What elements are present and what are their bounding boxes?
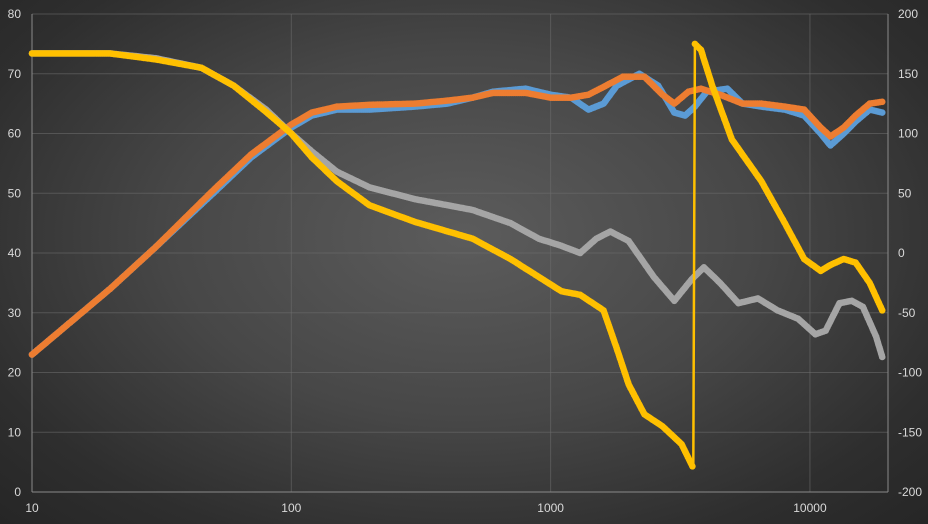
x-tick-label: 10000	[793, 501, 827, 515]
series-1	[28, 70, 886, 358]
y-tick-label: 10	[8, 425, 22, 439]
y-tick-label: 0	[14, 485, 21, 499]
y-tick-label: 30	[8, 306, 22, 320]
series-4	[28, 40, 886, 470]
y-tick-label: 20	[8, 366, 22, 380]
tick-labels: 0 10 20 30 40 50 60 70 80 -200 -150 -100 -50 0 50 100 15…	[8, 7, 923, 515]
y-tick-label: 70	[8, 67, 22, 81]
series-group	[28, 40, 886, 470]
y2-tick-label: -200	[898, 485, 922, 499]
y2-tick-label: -100	[898, 366, 922, 380]
y-tick-label: 40	[8, 246, 22, 260]
data-point	[878, 307, 886, 314]
gridlines	[31, 13, 889, 493]
y2-tick-label: 100	[898, 127, 918, 141]
series-2	[28, 73, 886, 358]
y2-tick-label: 50	[898, 186, 912, 200]
y2-tick-label: 200	[898, 7, 918, 21]
y2-tick-label: -150	[898, 425, 922, 439]
y2-tick-label: -50	[898, 306, 916, 320]
x-tick-label: 100	[281, 501, 301, 515]
y-tick-label: 60	[8, 127, 22, 141]
x-tick-label: 10	[25, 501, 39, 515]
data-point	[878, 109, 886, 116]
y2-tick-label: 0	[898, 246, 905, 260]
data-point	[689, 463, 696, 470]
y-tick-label: 80	[8, 7, 22, 21]
data-point	[878, 353, 886, 361]
y2-tick-label: 150	[898, 67, 918, 81]
y-tick-label: 50	[8, 186, 22, 200]
data-point	[878, 98, 886, 106]
x-tick-label: 1000	[537, 501, 564, 515]
